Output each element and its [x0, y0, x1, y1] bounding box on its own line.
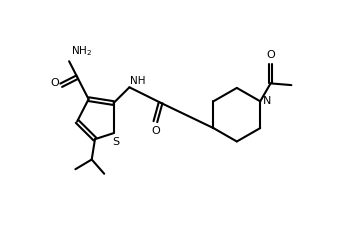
- Text: O: O: [50, 78, 59, 88]
- Text: N: N: [263, 96, 271, 106]
- Text: NH$_2$: NH$_2$: [71, 44, 92, 58]
- Text: O: O: [266, 50, 275, 60]
- Text: NH: NH: [131, 76, 146, 86]
- Text: S: S: [113, 137, 120, 147]
- Text: O: O: [151, 126, 160, 136]
